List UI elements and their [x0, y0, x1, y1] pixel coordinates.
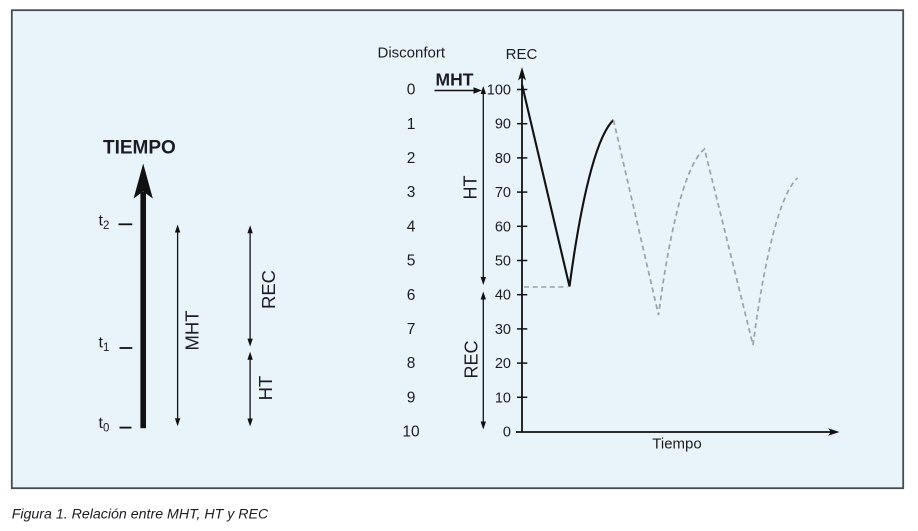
svg-text:1: 1 — [407, 116, 416, 133]
svg-text:t1: t1 — [99, 335, 110, 355]
svg-text:60: 60 — [495, 219, 511, 235]
svg-text:Tiempo: Tiempo — [652, 436, 701, 453]
svg-text:HT: HT — [255, 376, 276, 401]
svg-text:100: 100 — [487, 83, 511, 99]
svg-text:TIEMPO: TIEMPO — [103, 137, 176, 158]
svg-text:REC: REC — [258, 270, 279, 309]
svg-text:30: 30 — [495, 322, 511, 338]
svg-text:90: 90 — [495, 117, 511, 133]
svg-text:t0: t0 — [99, 415, 110, 435]
svg-text:10: 10 — [402, 424, 420, 441]
svg-text:HT: HT — [461, 176, 481, 200]
svg-text:8: 8 — [407, 355, 416, 372]
svg-text:Figura 1. Relación entre MHT,: Figura 1. Relación entre MHT, HT y REC — [12, 507, 269, 523]
svg-text:REC: REC — [506, 46, 538, 63]
svg-text:6: 6 — [407, 287, 416, 304]
svg-text:70: 70 — [495, 185, 511, 201]
svg-text:9: 9 — [407, 389, 416, 406]
svg-text:80: 80 — [495, 151, 511, 167]
svg-text:40: 40 — [495, 288, 511, 304]
svg-text:REC: REC — [462, 340, 482, 378]
svg-text:50: 50 — [495, 254, 511, 270]
svg-text:5: 5 — [407, 253, 416, 270]
svg-text:0: 0 — [407, 82, 416, 99]
svg-text:7: 7 — [407, 321, 416, 338]
svg-text:20: 20 — [495, 356, 511, 372]
svg-text:MHT: MHT — [436, 70, 474, 90]
svg-text:t2: t2 — [99, 213, 110, 233]
svg-text:3: 3 — [407, 184, 416, 201]
svg-text:0: 0 — [503, 425, 511, 441]
svg-text:2: 2 — [407, 150, 416, 167]
svg-text:Disconfort: Disconfort — [378, 45, 446, 62]
svg-text:MHT: MHT — [181, 310, 202, 350]
svg-text:4: 4 — [407, 218, 416, 235]
svg-text:10: 10 — [495, 390, 511, 406]
